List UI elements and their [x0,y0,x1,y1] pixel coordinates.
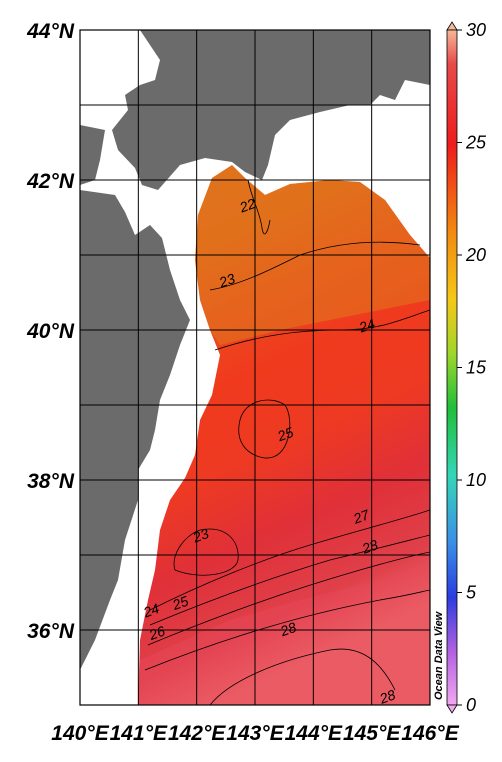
contour-label: 22 [236,195,257,216]
colorbar-tick-label: 25 [465,133,487,153]
contour-label: 28 [359,536,380,557]
longitude-label: 142°E [168,722,226,745]
colorbar-ticks: 30 25 20 15 10 5 0 [457,20,487,715]
honshu-land [80,190,190,670]
contour-label: 26 [146,623,167,644]
colorbar-tick-label: 10 [466,470,486,490]
colorbar-bottom-arrow [446,704,458,714]
contour-lines [144,179,430,705]
contour-label: 25 [274,424,295,445]
contour-label: 27 [350,506,372,527]
longitude-label: 146°E [401,722,459,745]
colorbar-tick-label: 0 [466,695,476,715]
contour-label: 28 [376,686,397,707]
latitude-labels: 44°N 42°N 40°N 38°N 36°N [26,20,75,643]
contour-label: 25 [169,593,190,614]
sst-warm-band [138,560,430,705]
longitude-label: 141°E [110,722,168,745]
honshu-land-north [80,125,105,185]
contour-label: 23 [190,525,211,546]
lat-lon-grid [80,30,430,705]
longitude-label: 140°E [51,722,109,745]
map-frame [79,29,431,706]
contour-label: 24 [140,600,161,621]
colorbar-ramp [446,29,458,706]
colorbar: 30 25 20 15 10 5 0 [446,20,487,715]
longitude-labels: 140°E 141°E 142°E 143°E 144°E 145°E 146°E [51,722,459,745]
contour-label: 24 [356,315,377,336]
latitude-label: 42°N [26,170,75,193]
colorbar-top-arrow [446,21,458,31]
colorbar-tick-label: 5 [466,583,477,603]
colorbar-tick-label: 20 [465,245,486,265]
hokkaido-land [112,30,430,190]
longitude-label: 145°E [343,722,401,745]
colorbar-tick-label: 30 [466,20,486,40]
colorbar-tick-label: 15 [466,358,487,378]
longitude-label: 144°E [285,722,343,745]
latitude-label: 40°N [26,320,75,343]
contour-label: 23 [216,270,237,291]
ocean-data-view-credit: Ocean Data View [433,610,445,700]
latitude-label: 36°N [27,620,75,643]
latitude-label: 44°N [26,20,75,43]
contour-label: 28 [277,619,298,640]
longitude-label: 143°E [226,722,284,745]
latitude-label: 38°N [27,470,75,493]
